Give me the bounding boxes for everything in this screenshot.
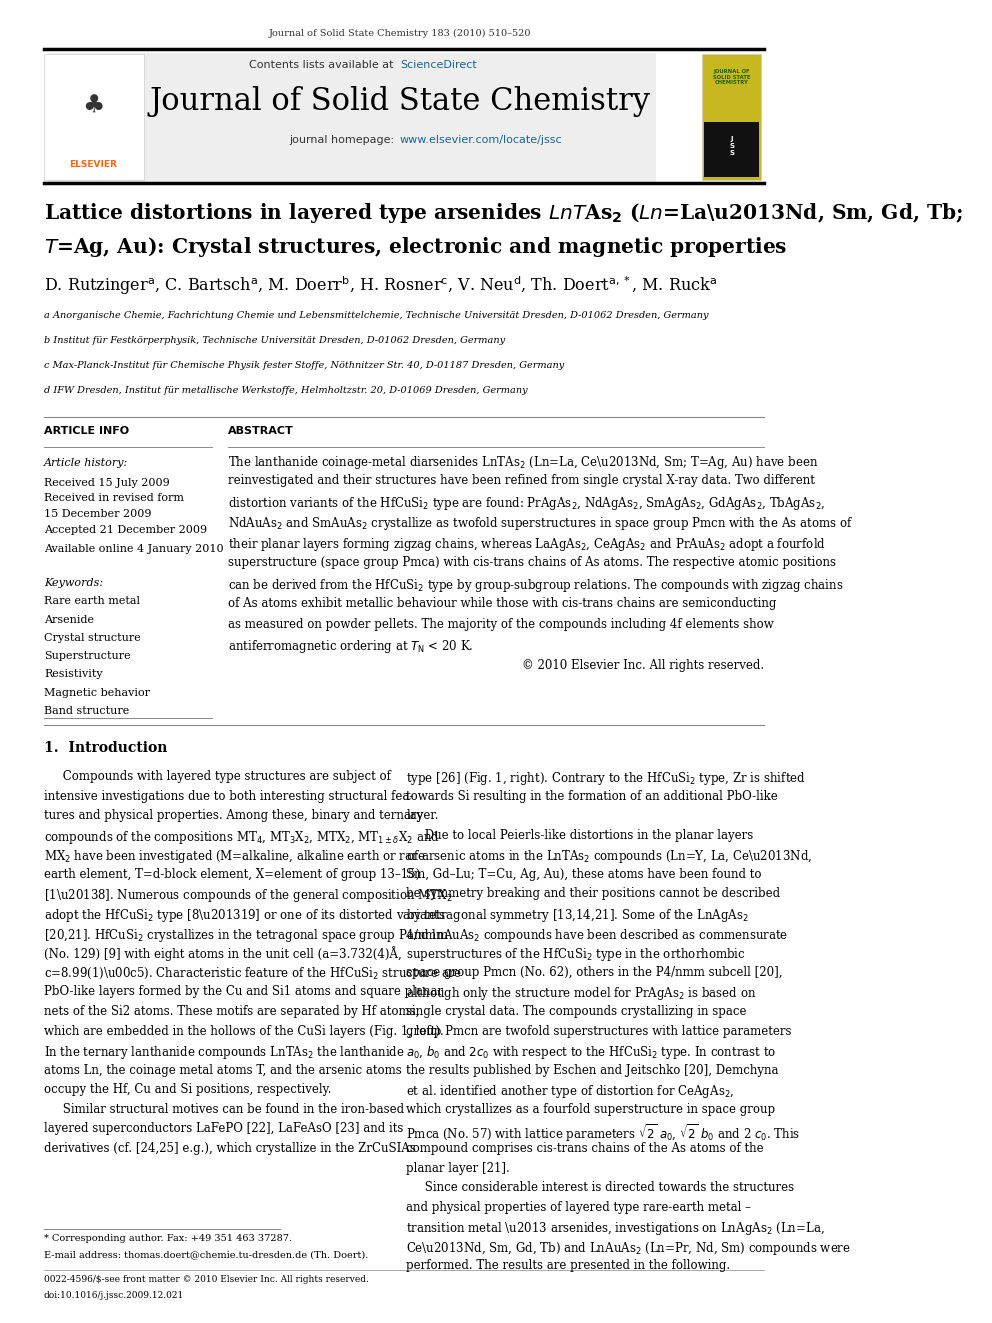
Text: which are embedded in the hollows of the CuSi layers (Fig. 1, left).: which are embedded in the hollows of the… xyxy=(44,1024,443,1037)
Text: Rare earth metal: Rare earth metal xyxy=(44,597,140,606)
Text: layered superconductors LaFePO [22], LaFeAsO [23] and its: layered superconductors LaFePO [22], LaF… xyxy=(44,1122,404,1135)
Text: ARTICLE INFO: ARTICLE INFO xyxy=(44,426,129,437)
Text: the results published by Eschen and Jeitschko [20], Demchyna: the results published by Eschen and Jeit… xyxy=(407,1064,779,1077)
Text: group Pmcn are twofold superstructures with lattice parameters: group Pmcn are twofold superstructures w… xyxy=(407,1024,792,1037)
Text: MX$_2$ have been investigated (M=alkaline, alkaline earth or rare: MX$_2$ have been investigated (M=alkalin… xyxy=(44,848,426,865)
Text: ABSTRACT: ABSTRACT xyxy=(228,426,294,437)
Bar xyxy=(44,54,144,180)
Text: reinvestigated and their structures have been refined from single crystal X-ray : reinvestigated and their structures have… xyxy=(228,474,814,487)
Text: [1\u20138]. Numerous compounds of the general composition MTX$_2$: [1\u20138]. Numerous compounds of the ge… xyxy=(44,888,452,905)
Text: compound comprises cis-trans chains of the As atoms of the: compound comprises cis-trans chains of t… xyxy=(407,1142,764,1155)
Text: be symmetry breaking and their positions cannot be described: be symmetry breaking and their positions… xyxy=(407,888,781,901)
Text: 1.  Introduction: 1. Introduction xyxy=(44,741,168,755)
Text: Received in revised form: Received in revised form xyxy=(44,493,184,504)
Text: superstructure (space group Pmca) with cis-trans chains of As atoms. The respect: superstructure (space group Pmca) with c… xyxy=(228,556,836,569)
Text: Received 15 July 2009: Received 15 July 2009 xyxy=(44,478,170,488)
Text: Journal of Solid State Chemistry 183 (2010) 510–520: Journal of Solid State Chemistry 183 (20… xyxy=(269,29,531,38)
Text: planar layer [21].: planar layer [21]. xyxy=(407,1162,510,1175)
Text: D. Rutzinger$^{\rm a}$, C. Bartsch$^{\rm a}$, M. Doerr$^{\rm b}$, H. Rosner$^{\r: D. Rutzinger$^{\rm a}$, C. Bartsch$^{\rm… xyxy=(44,274,717,296)
Text: d IFW Dresden, Institut für metallische Werkstoffe, Helmholtzstr. 20, D-01069 Dr: d IFW Dresden, Institut für metallische … xyxy=(44,386,528,396)
Text: ELSEVIER: ELSEVIER xyxy=(69,160,117,169)
Text: their planar layers forming zigzag chains, whereas LaAgAs$_2$, CeAgAs$_2$ and Pr: their planar layers forming zigzag chain… xyxy=(228,536,825,553)
Text: intensive investigations due to both interesting structural fea-: intensive investigations due to both int… xyxy=(44,790,414,803)
Text: layer.: layer. xyxy=(407,810,438,822)
Text: Pmca (No. 57) with lattice parameters $\sqrt{2}$ $a_0$, $\sqrt{2}$ $b_0$ and 2 $: Pmca (No. 57) with lattice parameters $\… xyxy=(407,1122,801,1144)
Text: Crystal structure: Crystal structure xyxy=(44,632,141,643)
Text: Superstructure: Superstructure xyxy=(44,651,131,662)
Text: E-mail address: thomas.doert@chemie.tu-dresden.de (Th. Doert).: E-mail address: thomas.doert@chemie.tu-d… xyxy=(44,1250,368,1259)
Text: earth element, T=d-block element, X=element of group 13–15): earth element, T=d-block element, X=elem… xyxy=(44,868,421,881)
Text: Available online 4 January 2010: Available online 4 January 2010 xyxy=(44,544,223,554)
Text: doi:10.1016/j.jssc.2009.12.021: doi:10.1016/j.jssc.2009.12.021 xyxy=(44,1291,185,1301)
Text: Due to local Peierls-like distortions in the planar layers: Due to local Peierls-like distortions in… xyxy=(407,828,754,841)
Text: © 2010 Elsevier Inc. All rights reserved.: © 2010 Elsevier Inc. All rights reserved… xyxy=(522,659,764,672)
Text: 15 December 2009: 15 December 2009 xyxy=(44,509,152,520)
Text: b Institut für Festkörperphysik, Technische Universität Dresden, D-01062 Dresden: b Institut für Festkörperphysik, Technis… xyxy=(44,336,505,345)
Text: Sm, Gd–Lu; T=Cu, Ag, Au), these atoms have been found to: Sm, Gd–Lu; T=Cu, Ag, Au), these atoms ha… xyxy=(407,868,762,881)
Text: Band structure: Band structure xyxy=(44,706,129,716)
Text: Ce\u2013Nd, Sm, Gd, Tb) and LnAuAs$_2$ (Ln=Pr, Nd, Sm) compounds were: Ce\u2013Nd, Sm, Gd, Tb) and LnAuAs$_2$ (… xyxy=(407,1240,851,1257)
Text: Compounds with layered type structures are subject of: Compounds with layered type structures a… xyxy=(44,770,391,783)
Text: space group Pmcn (No. 62), others in the P4/nmm subcell [20],: space group Pmcn (No. 62), others in the… xyxy=(407,966,783,979)
Text: ScienceDirect: ScienceDirect xyxy=(400,60,476,70)
Text: Accepted 21 December 2009: Accepted 21 December 2009 xyxy=(44,525,207,536)
Text: occupy the Hf, Cu and Si positions, respectively.: occupy the Hf, Cu and Si positions, resp… xyxy=(44,1084,331,1097)
Text: J
S
S: J S S xyxy=(729,135,734,156)
Bar xyxy=(703,122,759,177)
Text: antiferromagnetic ordering at $T_{\rm N}$ < 20 K.: antiferromagnetic ordering at $T_{\rm N}… xyxy=(228,638,473,655)
Text: and lnAuAs$_2$ compounds have been described as commensurate: and lnAuAs$_2$ compounds have been descr… xyxy=(407,926,789,943)
Text: Contents lists available at: Contents lists available at xyxy=(249,60,398,70)
Text: a Anorganische Chemie, Fachrichtung Chemie und Lebensmittelchemie, Technische Un: a Anorganische Chemie, Fachrichtung Chem… xyxy=(44,311,708,320)
Text: can be derived from the HfCuSi$_2$ type by group-subgroup relations. The compoun: can be derived from the HfCuSi$_2$ type … xyxy=(228,577,843,594)
Text: atoms Ln, the coinage metal atoms T, and the arsenic atoms: atoms Ln, the coinage metal atoms T, and… xyxy=(44,1064,402,1077)
Text: journal homepage:: journal homepage: xyxy=(289,135,398,146)
Text: adopt the HfCuSi$_2$ type [8\u201319] or one of its distorted variants: adopt the HfCuSi$_2$ type [8\u201319] or… xyxy=(44,908,445,923)
Text: type [26] (Fig. 1, right). Contrary to the HfCuSi$_2$ type, Zr is shifted: type [26] (Fig. 1, right). Contrary to t… xyxy=(407,770,806,787)
Text: The lanthanide coinage-metal diarsenides LnTAs$_2$ (Ln=La, Ce\u2013Nd, Sm; T=Ag,: The lanthanide coinage-metal diarsenides… xyxy=(228,454,818,471)
Text: transition metal \u2013 arsenides, investigations on LnAgAs$_2$ (Ln=La,: transition metal \u2013 arsenides, inves… xyxy=(407,1220,825,1237)
Text: Keywords:: Keywords: xyxy=(44,578,103,589)
Text: Article history:: Article history: xyxy=(44,458,128,468)
Text: et al. identified another type of distortion for CeAgAs$_2$,: et al. identified another type of distor… xyxy=(407,1084,735,1101)
Text: tures and physical properties. Among these, binary and ternary: tures and physical properties. Among the… xyxy=(44,810,424,822)
Bar xyxy=(702,54,761,180)
Text: and physical properties of layered type rare-earth metal –: and physical properties of layered type … xyxy=(407,1201,751,1213)
Text: Arsenide: Arsenide xyxy=(44,615,94,624)
Text: derivatives (cf. [24,25] e.g.), which crystallize in the ZrCuSIAs: derivatives (cf. [24,25] e.g.), which cr… xyxy=(44,1142,416,1155)
Text: as measured on powder pellets. The majority of the compounds including 4f elemen: as measured on powder pellets. The major… xyxy=(228,618,774,631)
Text: Since considerable interest is directed towards the structures: Since considerable interest is directed … xyxy=(407,1181,795,1195)
Text: single crystal data. The compounds crystallizing in space: single crystal data. The compounds cryst… xyxy=(407,1005,747,1017)
Bar xyxy=(48,53,656,183)
Text: by tetragonal symmetry [13,14,21]. Some of the LnAgAs$_2$: by tetragonal symmetry [13,14,21]. Some … xyxy=(407,908,749,923)
Text: compounds of the compositions MT$_4$, MT$_3$X$_2$, MTX$_2$, MT$_{1\pm\delta}$X$_: compounds of the compositions MT$_4$, MT… xyxy=(44,828,439,845)
Text: performed. The results are presented in the following.: performed. The results are presented in … xyxy=(407,1259,730,1273)
Text: In the ternary lanthanide compounds LnTAs$_2$ the lanthanide: In the ternary lanthanide compounds LnTA… xyxy=(44,1044,405,1061)
Text: $a_0$, $b_0$ and $2c_0$ with respect to the HfCuSi$_2$ type. In contrast to: $a_0$, $b_0$ and $2c_0$ with respect to … xyxy=(407,1044,777,1061)
Text: Similar structural motives can be found in the iron-based: Similar structural motives can be found … xyxy=(44,1103,404,1115)
Text: PbO-like layers formed by the Cu and Si1 atoms and square planar: PbO-like layers formed by the Cu and Si1… xyxy=(44,986,443,999)
Text: Journal of Solid State Chemistry: Journal of Solid State Chemistry xyxy=(150,86,651,116)
Text: * Corresponding author. Fax: +49 351 463 37287.: * Corresponding author. Fax: +49 351 463… xyxy=(44,1234,292,1244)
Text: c Max-Planck-Institut für Chemische Physik fester Stoffe, Nöthnitzer Str. 40, D-: c Max-Planck-Institut für Chemische Phys… xyxy=(44,361,564,370)
Text: [20,21]. HfCuSi$_2$ crystallizes in the tetragonal space group P4/nmm: [20,21]. HfCuSi$_2$ crystallizes in the … xyxy=(44,926,449,943)
Text: nets of the Si2 atoms. These motifs are separated by Hf atoms,: nets of the Si2 atoms. These motifs are … xyxy=(44,1005,420,1017)
Text: distortion variants of the HfCuSi$_2$ type are found: PrAgAs$_2$, NdAgAs$_2$, Sm: distortion variants of the HfCuSi$_2$ ty… xyxy=(228,495,825,512)
Text: of arsenic atoms in the LnTAs$_2$ compounds (Ln=Y, La, Ce\u2013Nd,: of arsenic atoms in the LnTAs$_2$ compou… xyxy=(407,848,812,865)
Text: which crystallizes as a fourfold superstructure in space group: which crystallizes as a fourfold superst… xyxy=(407,1103,776,1115)
Text: Magnetic behavior: Magnetic behavior xyxy=(44,688,150,697)
Text: NdAuAs$_2$ and SmAuAs$_2$ crystallize as twofold superstructures in space group : NdAuAs$_2$ and SmAuAs$_2$ crystallize as… xyxy=(228,515,853,532)
Text: www.elsevier.com/locate/jssc: www.elsevier.com/locate/jssc xyxy=(400,135,562,146)
Text: 0022-4596/$-see front matter © 2010 Elsevier Inc. All rights reserved.: 0022-4596/$-see front matter © 2010 Else… xyxy=(44,1275,369,1285)
Text: $\mathit{T}$=Ag, Au): Crystal structures, electronic and magnetic properties: $\mathit{T}$=Ag, Au): Crystal structures… xyxy=(44,235,788,259)
Text: towards Si resulting in the formation of an additional PbO-like: towards Si resulting in the formation of… xyxy=(407,790,778,803)
Text: Lattice distortions in layered type arsenides $\mathit{LnT}$As$_{\mathbf{2}}$ ($: Lattice distortions in layered type arse… xyxy=(44,201,963,225)
Text: although only the structure model for PrAgAs$_2$ is based on: although only the structure model for Pr… xyxy=(407,986,757,1003)
Text: Resistivity: Resistivity xyxy=(44,669,102,680)
Text: ♣: ♣ xyxy=(82,94,105,118)
Text: of As atoms exhibit metallic behaviour while those with cis-trans chains are sem: of As atoms exhibit metallic behaviour w… xyxy=(228,598,777,610)
Text: superstructures of the HfCuSi$_2$ type in the orthorhombic: superstructures of the HfCuSi$_2$ type i… xyxy=(407,946,746,963)
Text: (No. 129) [9] with eight atoms in the unit cell (a=3.732(4)Å,: (No. 129) [9] with eight atoms in the un… xyxy=(44,946,402,960)
Text: JOURNAL OF
SOLID STATE
CHEMISTRY: JOURNAL OF SOLID STATE CHEMISTRY xyxy=(713,69,751,86)
Text: c=8.99(1)\u00c5). Characteristic feature of the HfCuSi$_2$ structure are: c=8.99(1)\u00c5). Characteristic feature… xyxy=(44,966,462,980)
